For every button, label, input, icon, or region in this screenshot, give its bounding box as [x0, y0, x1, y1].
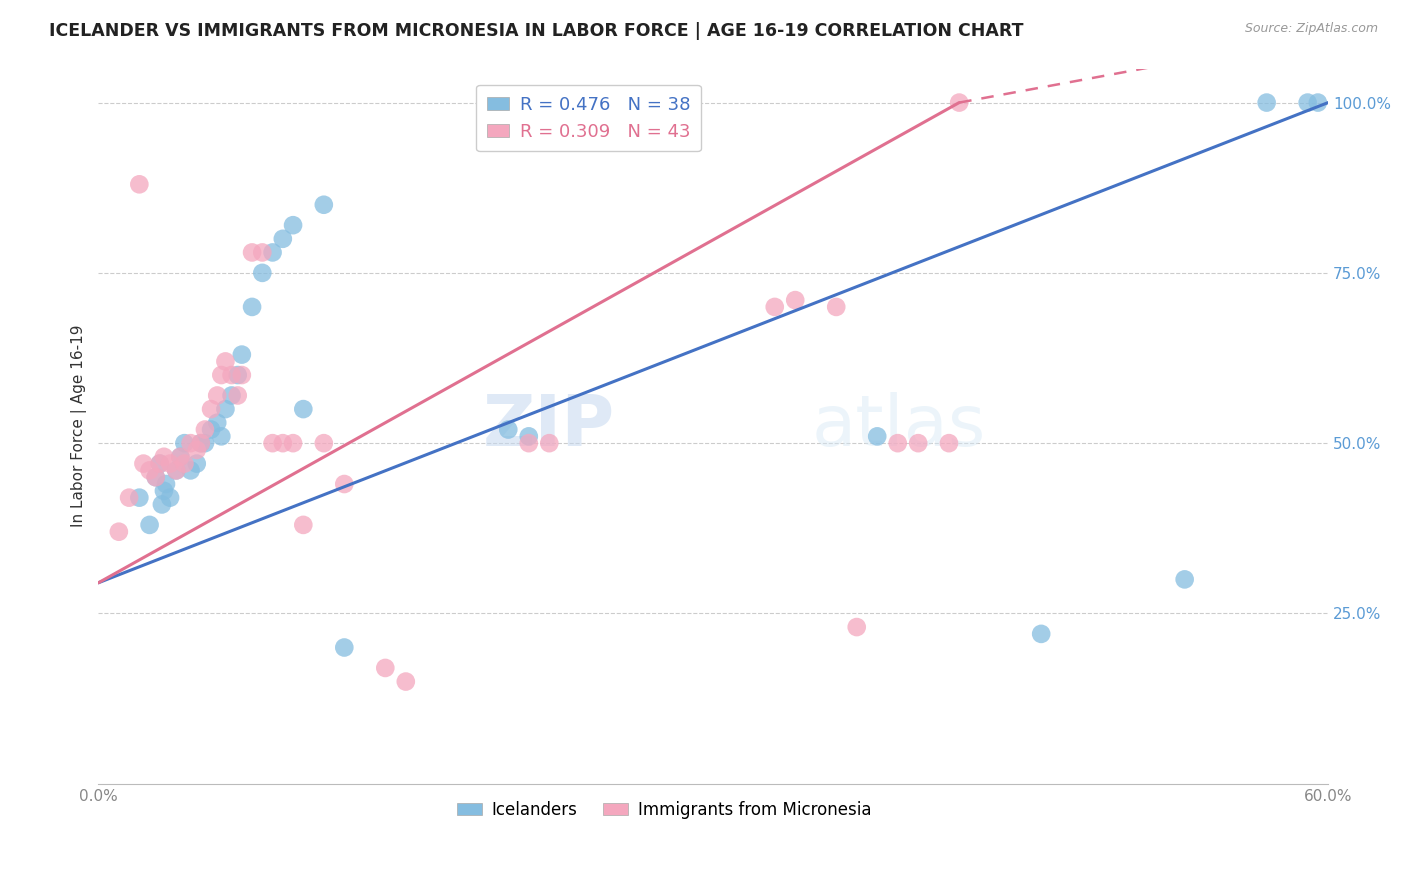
Point — [907, 436, 929, 450]
Point — [763, 300, 786, 314]
Legend: Icelanders, Immigrants from Micronesia: Icelanders, Immigrants from Micronesia — [450, 794, 877, 825]
Point — [214, 402, 236, 417]
Point — [1174, 573, 1197, 587]
Point — [149, 457, 172, 471]
Point — [938, 436, 960, 450]
Point — [190, 436, 212, 450]
Point — [395, 674, 418, 689]
Point — [226, 388, 249, 402]
Text: atlas: atlas — [811, 392, 986, 460]
Text: Source: ZipAtlas.com: Source: ZipAtlas.com — [1244, 22, 1378, 36]
Point — [333, 640, 356, 655]
Point — [825, 300, 848, 314]
Point — [1031, 627, 1053, 641]
Point — [333, 477, 356, 491]
Point — [845, 620, 868, 634]
Point — [281, 436, 304, 450]
Point — [209, 429, 232, 443]
Point — [292, 402, 315, 417]
Point — [240, 300, 263, 314]
Point — [886, 436, 908, 450]
Point — [194, 436, 217, 450]
Point — [231, 368, 253, 382]
Point — [517, 436, 540, 450]
Point — [194, 423, 217, 437]
Point — [186, 457, 208, 471]
Point — [180, 463, 202, 477]
Point — [138, 517, 160, 532]
Point — [128, 491, 150, 505]
Point — [262, 436, 284, 450]
Y-axis label: In Labor Force | Age 16-19: In Labor Force | Age 16-19 — [72, 325, 87, 527]
Point — [240, 245, 263, 260]
Point — [169, 450, 191, 464]
Point — [252, 266, 274, 280]
Point — [159, 457, 181, 471]
Point — [281, 218, 304, 232]
Point — [153, 483, 176, 498]
Point — [866, 429, 889, 443]
Point — [173, 457, 195, 471]
Point — [132, 457, 155, 471]
Point — [231, 348, 253, 362]
Point — [200, 423, 222, 437]
Point — [538, 436, 561, 450]
Point — [312, 436, 335, 450]
Point — [1306, 95, 1329, 110]
Point — [271, 232, 294, 246]
Point — [785, 293, 807, 307]
Text: ZIP: ZIP — [482, 392, 614, 460]
Point — [145, 470, 167, 484]
Point — [271, 436, 294, 450]
Point — [374, 661, 396, 675]
Point — [207, 416, 229, 430]
Point — [1296, 95, 1319, 110]
Point — [221, 388, 243, 402]
Text: ICELANDER VS IMMIGRANTS FROM MICRONESIA IN LABOR FORCE | AGE 16-19 CORRELATION C: ICELANDER VS IMMIGRANTS FROM MICRONESIA … — [49, 22, 1024, 40]
Point — [948, 95, 970, 110]
Point — [165, 463, 187, 477]
Point — [226, 368, 249, 382]
Point — [312, 198, 335, 212]
Point — [108, 524, 131, 539]
Point — [150, 498, 173, 512]
Point — [190, 436, 212, 450]
Point — [214, 354, 236, 368]
Point — [165, 463, 187, 477]
Point — [145, 470, 167, 484]
Point — [159, 491, 181, 505]
Point — [155, 477, 177, 491]
Point — [209, 368, 232, 382]
Point — [292, 517, 315, 532]
Point — [252, 245, 274, 260]
Point — [128, 178, 150, 192]
Point — [169, 450, 191, 464]
Point — [149, 457, 172, 471]
Point — [180, 436, 202, 450]
Point — [200, 402, 222, 417]
Point — [262, 245, 284, 260]
Point — [153, 450, 176, 464]
Point — [118, 491, 141, 505]
Point — [186, 442, 208, 457]
Point — [1256, 95, 1278, 110]
Point — [517, 429, 540, 443]
Point — [173, 436, 195, 450]
Point — [138, 463, 160, 477]
Point — [221, 368, 243, 382]
Point — [498, 423, 520, 437]
Point — [207, 388, 229, 402]
